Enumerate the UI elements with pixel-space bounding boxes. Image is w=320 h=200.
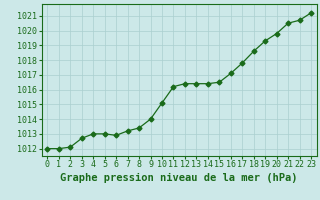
X-axis label: Graphe pression niveau de la mer (hPa): Graphe pression niveau de la mer (hPa) (60, 173, 298, 183)
